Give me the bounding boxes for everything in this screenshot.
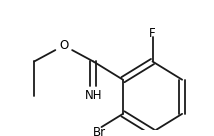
Text: NH: NH	[85, 89, 102, 102]
Text: Br: Br	[93, 126, 107, 136]
Text: F: F	[149, 27, 156, 40]
Text: O: O	[59, 39, 68, 52]
